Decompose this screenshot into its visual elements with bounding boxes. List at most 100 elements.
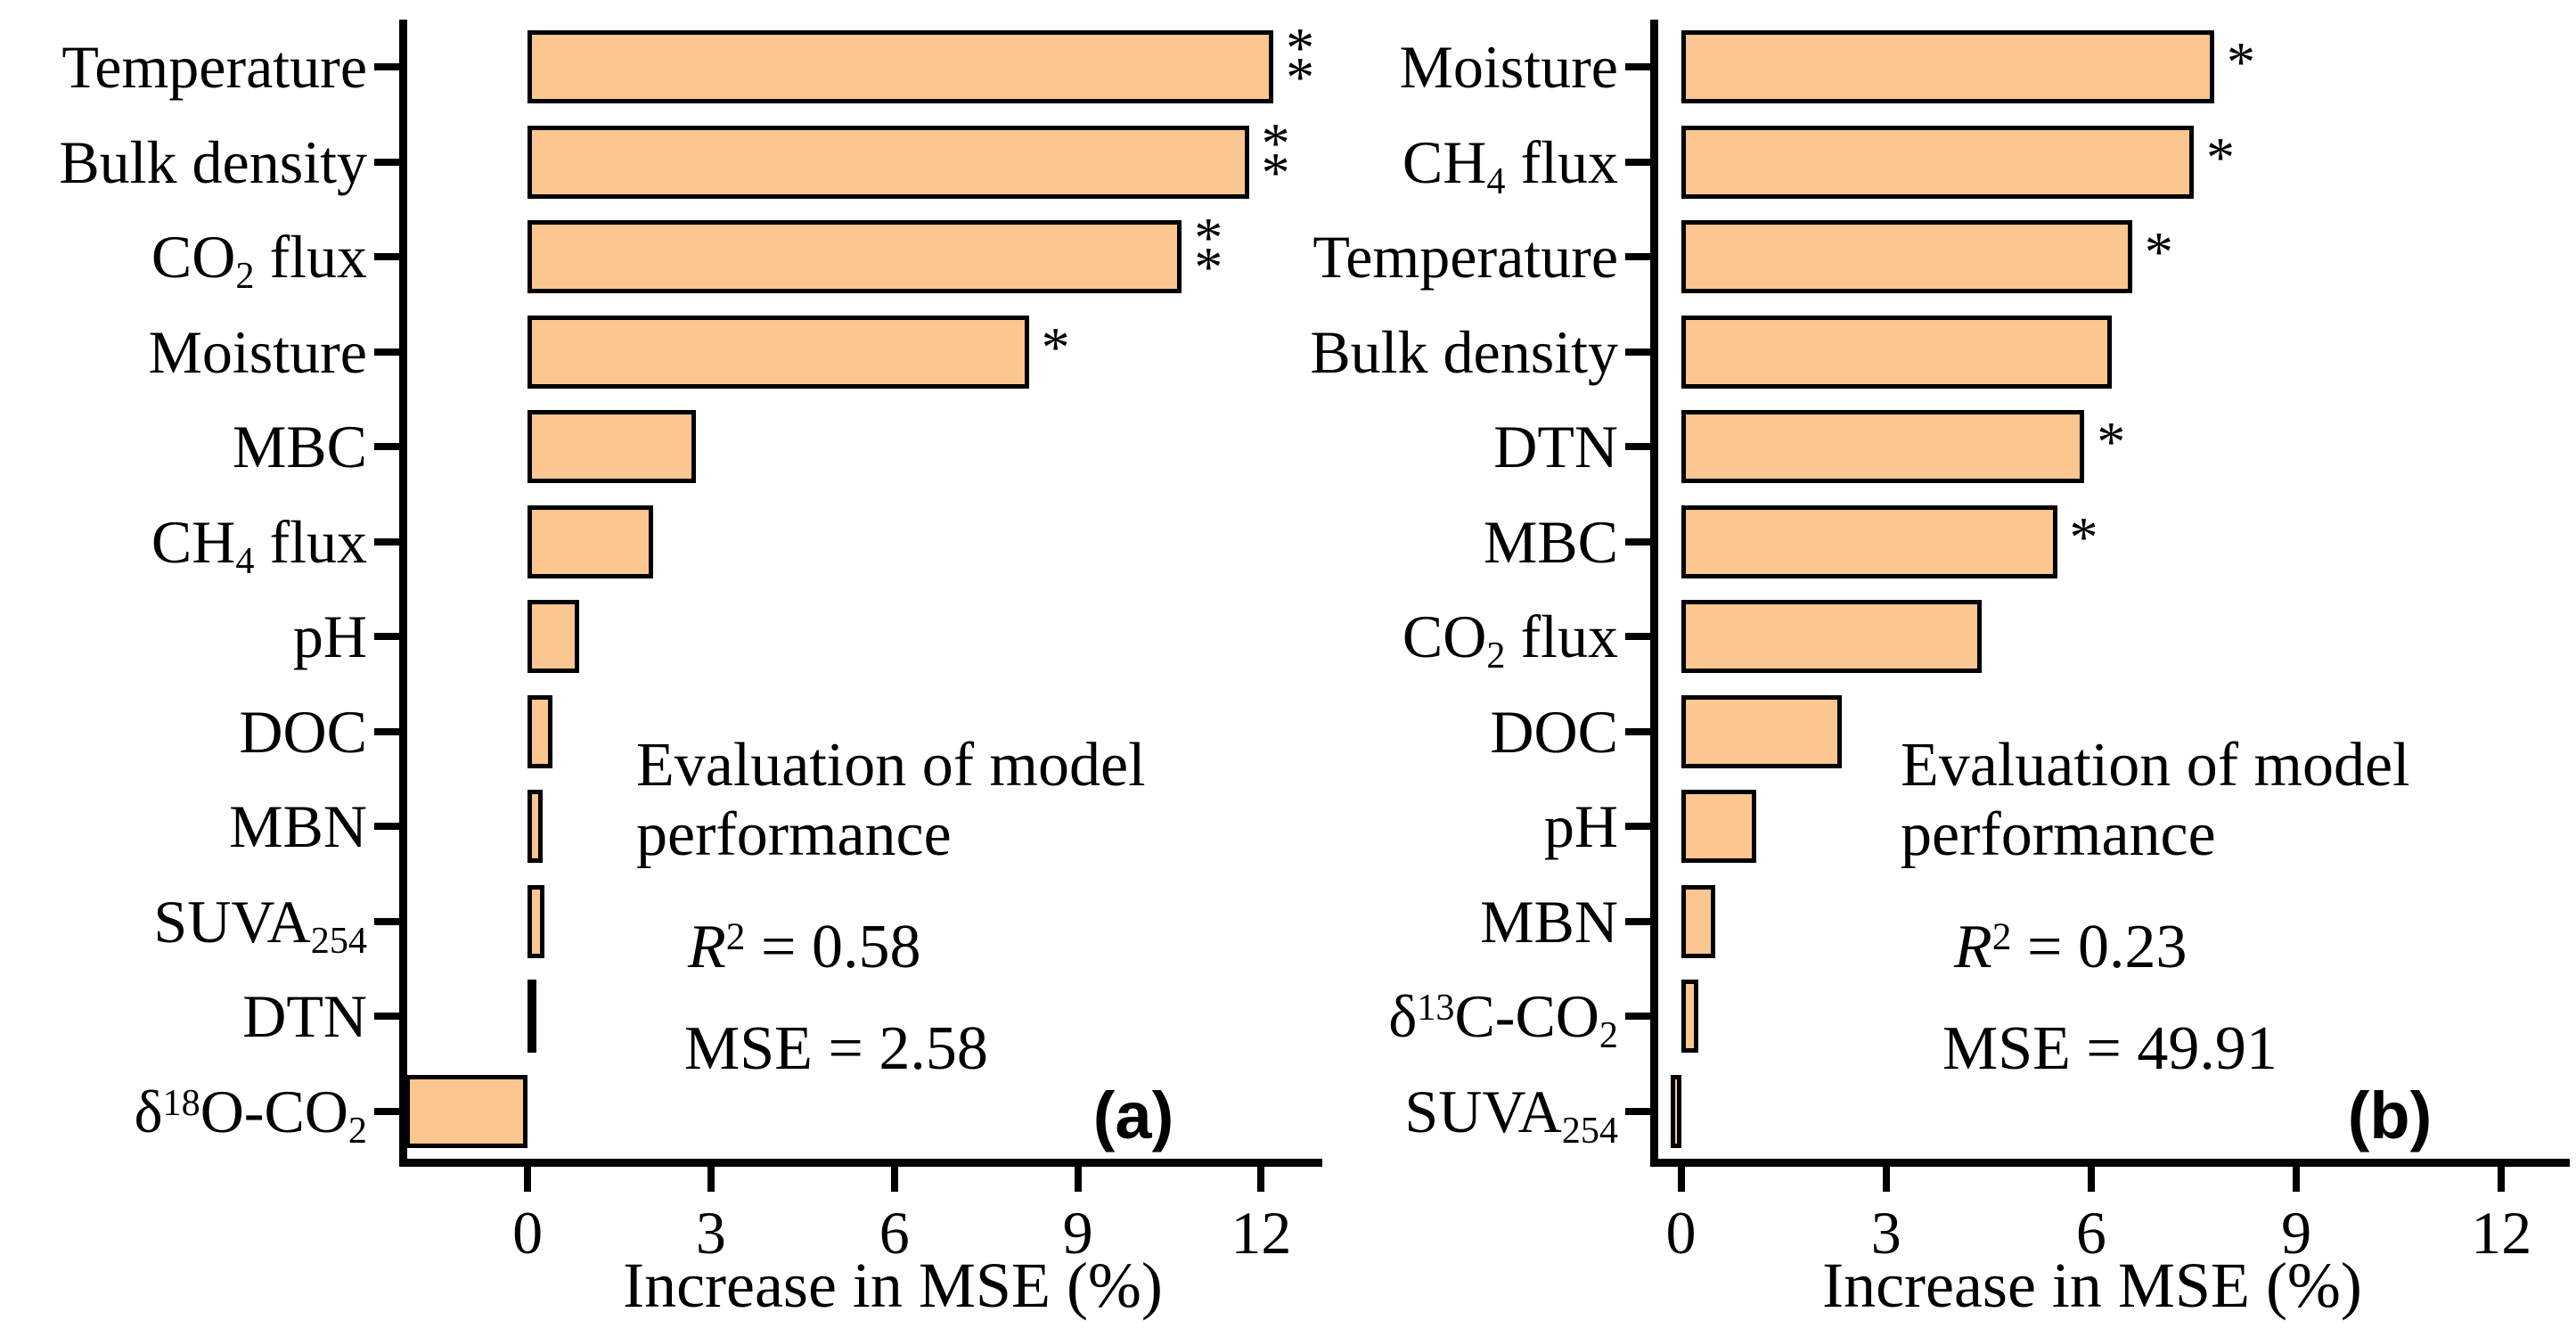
- y-axis-label: δ13C-CO2: [1388, 982, 1618, 1057]
- y-axis-label: SUVA254: [1404, 1077, 1618, 1152]
- bar: [527, 694, 552, 768]
- x-tick-label: 0: [1665, 1199, 1697, 1267]
- y-axis-label: Bulk density: [59, 127, 367, 196]
- x-tick-label: 3: [695, 1199, 726, 1267]
- panel-letter: (a): [1092, 1079, 1174, 1152]
- x-tick-label: 6: [2075, 1199, 2106, 1267]
- annotation-line-1: Evaluation of model: [1901, 731, 2410, 800]
- r-squared-value: R2 = 0.58: [688, 913, 921, 981]
- annotation-line-1: Evaluation of model: [636, 731, 1146, 800]
- bar: [527, 410, 696, 484]
- y-axis-label: Temperature: [61, 33, 367, 102]
- y-axis-label: CO2 flux: [1402, 603, 1618, 677]
- y-tick: [374, 537, 399, 545]
- y-tick: [1625, 443, 1650, 451]
- bar: [1681, 315, 2112, 389]
- bar: [527, 220, 1182, 294]
- y-tick: [374, 633, 399, 641]
- panel-letter: (b): [2347, 1079, 2433, 1152]
- y-axis-label: MBC: [232, 413, 367, 481]
- y-tick: [374, 348, 399, 356]
- bar: [1681, 790, 1756, 864]
- y-axis-label: MBC: [1483, 507, 1618, 576]
- y-axis-label: δ18O-CO2: [134, 1077, 368, 1152]
- y-axis-label: CH4 flux: [151, 507, 367, 582]
- x-tick: [524, 1167, 532, 1192]
- y-tick: [1625, 1107, 1650, 1115]
- bar: [1681, 220, 2132, 294]
- y-axis-label: MBN: [1480, 887, 1618, 956]
- x-tick: [2293, 1167, 2301, 1192]
- bar: [1681, 410, 2085, 484]
- x-tick: [1677, 1167, 1685, 1192]
- bar: [527, 884, 544, 958]
- bar: [527, 315, 1029, 389]
- y-axis-label: Bulk density: [1310, 317, 1618, 386]
- x-tick: [1074, 1167, 1082, 1192]
- mse-value: MSE = 49.91: [1942, 1014, 2278, 1083]
- x-tick: [1882, 1167, 1890, 1192]
- y-tick: [1625, 633, 1650, 641]
- significance-marker: *: [2097, 410, 2126, 474]
- bar: [527, 790, 544, 864]
- y-axis-label: MBN: [229, 792, 367, 861]
- x-axis-line: [1650, 1159, 2570, 1167]
- y-axis-label: pH: [1543, 792, 1618, 861]
- bar: [405, 1074, 528, 1148]
- bar: [1681, 30, 2214, 104]
- y-tick: [374, 158, 399, 166]
- y-tick: [1625, 253, 1650, 261]
- bar: [1681, 980, 1698, 1054]
- annotation-line-2: performance: [636, 800, 952, 869]
- y-axis-line: [399, 20, 407, 1167]
- r-squared-value: R2 = 0.23: [1954, 913, 2188, 981]
- annotation-line-2: performance: [1901, 800, 2216, 869]
- y-axis-label: DTN: [242, 982, 367, 1051]
- y-axis-label: Moisture: [148, 317, 367, 386]
- x-tick-label: 6: [879, 1199, 910, 1267]
- y-tick: [1625, 158, 1650, 166]
- x-tick: [2498, 1167, 2506, 1192]
- y-tick: [1625, 823, 1650, 831]
- y-tick: [374, 253, 399, 261]
- x-tick-label: 12: [2471, 1199, 2532, 1267]
- y-axis-label: Moisture: [1399, 33, 1618, 102]
- bar: [527, 980, 537, 1054]
- y-tick: [1625, 63, 1650, 71]
- y-tick: [374, 727, 399, 735]
- bar: [1681, 125, 2194, 199]
- bar: [527, 125, 1249, 199]
- significance-marker: *: [2144, 220, 2173, 284]
- y-axis-label: DOC: [239, 697, 367, 766]
- bar: [527, 504, 653, 578]
- y-tick: [374, 443, 399, 451]
- bar: [1681, 600, 1983, 674]
- x-tick: [707, 1167, 715, 1192]
- significance-marker: *: [2205, 125, 2235, 189]
- x-tick: [1257, 1167, 1265, 1192]
- y-tick: [374, 1013, 399, 1021]
- bar: [1681, 694, 1842, 768]
- x-tick: [890, 1167, 898, 1192]
- bar: [527, 30, 1274, 104]
- x-tick-label: 3: [1870, 1199, 1901, 1267]
- bar: [1681, 884, 1715, 958]
- y-axis-line: [1650, 20, 1658, 1167]
- y-tick: [1625, 1013, 1650, 1021]
- x-tick-label: 0: [512, 1199, 544, 1267]
- bar: [1671, 1074, 1681, 1148]
- bar: [527, 600, 580, 674]
- y-tick: [374, 917, 399, 925]
- y-tick: [374, 823, 399, 831]
- y-axis-label: DTN: [1493, 413, 1618, 481]
- x-tick-label: 9: [2281, 1199, 2312, 1267]
- y-tick: [374, 63, 399, 71]
- bar: [1681, 504, 2057, 578]
- y-tick: [1625, 348, 1650, 356]
- x-tick-label: 9: [1062, 1199, 1093, 1267]
- y-tick: [1625, 917, 1650, 925]
- x-tick-label: 12: [1231, 1199, 1292, 1267]
- y-axis-label: CO2 flux: [151, 223, 367, 298]
- y-axis-label: SUVA254: [153, 887, 367, 962]
